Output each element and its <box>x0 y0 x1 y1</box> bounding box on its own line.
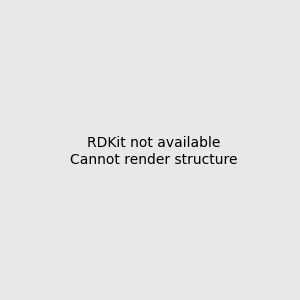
Text: RDKit not available
Cannot render structure: RDKit not available Cannot render struct… <box>70 136 238 166</box>
